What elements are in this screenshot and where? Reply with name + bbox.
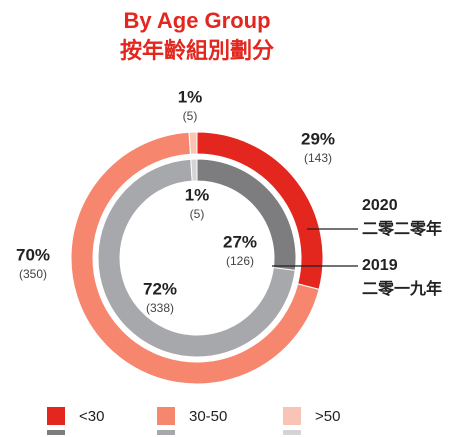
count-label: (5) [190, 207, 205, 221]
series-name: 2019 [362, 257, 398, 274]
legend-swatch [157, 430, 175, 435]
legend-swatch [157, 407, 175, 425]
donut-segment [97, 158, 296, 358]
chart-subtitle: 按年齡組別劃分 [120, 38, 274, 63]
count-label: (338) [146, 301, 174, 315]
legend-swatch [47, 407, 65, 425]
series-name-zh: 二零二零年 [362, 219, 442, 238]
percent-label: 72% [143, 279, 177, 298]
series-name-zh: 二零一九年 [362, 279, 442, 298]
donut-segment [70, 131, 320, 385]
percent-label: 27% [223, 232, 257, 251]
percent-label: 70% [16, 245, 50, 264]
chart-title: By Age Group [123, 8, 270, 33]
legend-swatch [47, 430, 65, 435]
count-label: (143) [304, 151, 332, 165]
legend-label: 30-50 [189, 408, 227, 425]
legend-swatch [283, 430, 301, 435]
count-label: (126) [226, 254, 254, 268]
percent-label: 1% [178, 87, 203, 106]
count-label: (5) [183, 109, 198, 123]
percent-label: 1% [185, 185, 210, 204]
donut-segment [188, 131, 198, 155]
legend-label: <30 [79, 408, 104, 425]
legend-swatch [283, 407, 301, 425]
percent-label: 29% [301, 129, 335, 148]
count-label: (350) [19, 267, 47, 281]
series-name: 2020 [362, 197, 398, 214]
donut-segment [190, 158, 198, 182]
legend-label: >50 [315, 408, 340, 425]
